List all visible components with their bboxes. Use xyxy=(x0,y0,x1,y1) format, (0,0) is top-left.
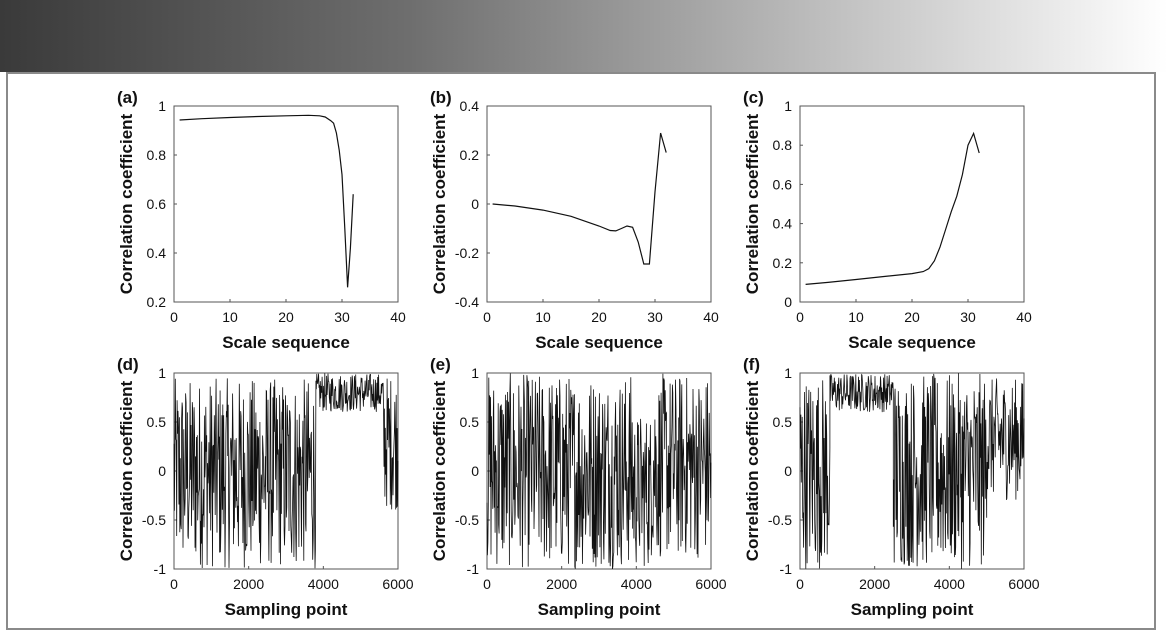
x-tick-label: 0 xyxy=(483,309,491,325)
y-tick-label: -0.5 xyxy=(142,512,166,528)
x-tick-label: 0 xyxy=(796,576,804,592)
y-tick-label: 0.8 xyxy=(773,137,793,153)
y-tick-label: 0.5 xyxy=(460,414,480,430)
x-tick-label: 0 xyxy=(796,309,804,325)
chart-panel-6: 0 2000 4000 6000 -1 -0.5 0 0.5 1 (f) Sampling poin… xyxy=(743,355,1040,619)
x-tick-label: 0 xyxy=(170,576,178,592)
chart-panel-4: 0 2000 4000 6000 -1 -0.5 0 0.5 1 (d) Sampling poin… xyxy=(117,355,414,619)
panel-label: (c) xyxy=(743,88,764,107)
x-tick-label: 2000 xyxy=(546,576,577,592)
x-tick-label: 2000 xyxy=(233,576,264,592)
x-tick-label: 10 xyxy=(848,309,864,325)
x-tick-label: 10 xyxy=(535,309,551,325)
y-tick-label: 0.6 xyxy=(147,196,167,212)
y-axis-label: Correlation coefficient xyxy=(430,380,449,561)
header-gradient-band xyxy=(0,0,1168,72)
x-axis-label: Sampling point xyxy=(225,600,348,619)
y-tick-label: 0.8 xyxy=(147,147,167,163)
y-tick-label: 0.4 xyxy=(147,245,167,261)
y-tick-label: -0.5 xyxy=(768,512,792,528)
data-series-line xyxy=(805,131,980,285)
y-tick-label: 0 xyxy=(158,463,166,479)
x-tick-label: 0 xyxy=(483,576,491,592)
y-tick-label: 0 xyxy=(471,463,479,479)
x-tick-label: 30 xyxy=(334,309,350,325)
x-tick-label: 20 xyxy=(591,309,607,325)
x-axis-label: Scale sequence xyxy=(222,333,350,352)
y-tick-label: -1 xyxy=(467,561,480,577)
x-tick-label: 40 xyxy=(703,309,719,325)
y-tick-label: 0.4 xyxy=(460,98,480,114)
y-tick-label: 0.5 xyxy=(773,414,793,430)
y-tick-label: 1 xyxy=(158,365,166,381)
data-series-line xyxy=(799,373,1025,569)
x-axis-label: Sampling point xyxy=(851,600,974,619)
x-tick-label: 6000 xyxy=(1008,576,1039,592)
y-tick-label: -1 xyxy=(780,561,793,577)
data-series-line xyxy=(179,114,354,288)
chart-panel-2: 0 10 20 30 40 -0.4 -0.2 0 0.2 0.4 (b) Scale sequenc… xyxy=(430,88,719,352)
y-tick-label: 0.5 xyxy=(147,414,167,430)
panel-label: (f) xyxy=(743,355,760,374)
x-tick-label: 30 xyxy=(960,309,976,325)
y-tick-label: 1 xyxy=(158,98,166,114)
y-tick-label: 0.2 xyxy=(460,147,480,163)
data-series-line xyxy=(173,373,399,569)
y-axis-label: Correlation coefficient xyxy=(117,113,136,294)
data-series-line xyxy=(492,132,667,265)
x-tick-label: 6000 xyxy=(382,576,413,592)
x-tick-label: 2000 xyxy=(859,576,890,592)
x-tick-label: 40 xyxy=(1016,309,1032,325)
x-axis-label: Scale sequence xyxy=(535,333,663,352)
y-axis-label: Correlation coefficient xyxy=(117,380,136,561)
y-tick-label: 0 xyxy=(784,294,792,310)
y-tick-label: 0 xyxy=(784,463,792,479)
x-tick-label: 4000 xyxy=(308,576,339,592)
y-tick-label: 0.4 xyxy=(773,216,793,232)
y-tick-label: 0.2 xyxy=(147,294,167,310)
x-tick-label: 4000 xyxy=(934,576,965,592)
x-axis-label: Sampling point xyxy=(538,600,661,619)
x-tick-label: 4000 xyxy=(621,576,652,592)
panel-label: (e) xyxy=(430,355,451,374)
y-tick-label: 0 xyxy=(471,196,479,212)
axes-box xyxy=(799,105,1025,303)
panel-label: (b) xyxy=(430,88,452,107)
y-axis-label: Correlation coefficient xyxy=(743,113,762,294)
x-tick-label: 40 xyxy=(390,309,406,325)
y-tick-label: 1 xyxy=(471,365,479,381)
panel-label: (d) xyxy=(117,355,139,374)
x-tick-label: 0 xyxy=(170,309,178,325)
chart-panel-5: 0 2000 4000 6000 -1 -0.5 0 0.5 1 (e) Sampling poin… xyxy=(430,355,727,619)
y-axis-label: Correlation coefficient xyxy=(743,380,762,561)
x-tick-label: 10 xyxy=(222,309,238,325)
y-tick-label: -1 xyxy=(154,561,167,577)
y-tick-label: 1 xyxy=(784,365,792,381)
x-tick-label: 20 xyxy=(904,309,920,325)
chart-panel-3: 0 10 20 30 40 0 0.2 0.4 0.6 0.8 1 (c) Scale sequence… xyxy=(743,88,1032,352)
axes-box xyxy=(486,105,712,303)
y-tick-label: -0.2 xyxy=(455,245,479,261)
y-tick-label: 0.2 xyxy=(773,255,793,271)
x-tick-label: 6000 xyxy=(695,576,726,592)
y-tick-label: 0.6 xyxy=(773,176,793,192)
x-tick-label: 30 xyxy=(647,309,663,325)
data-series-line xyxy=(486,373,712,569)
chart-panel-1: 0 10 20 30 40 0.2 0.4 0.6 0.8 1 (a) Scale sequence C… xyxy=(117,88,406,352)
axes-box xyxy=(173,105,399,303)
y-tick-label: -0.4 xyxy=(455,294,479,310)
x-tick-label: 20 xyxy=(278,309,294,325)
y-axis-label: Correlation coefficient xyxy=(430,113,449,294)
x-axis-label: Scale sequence xyxy=(848,333,976,352)
panel-label: (a) xyxy=(117,88,138,107)
y-tick-label: -0.5 xyxy=(455,512,479,528)
y-tick-label: 1 xyxy=(784,98,792,114)
